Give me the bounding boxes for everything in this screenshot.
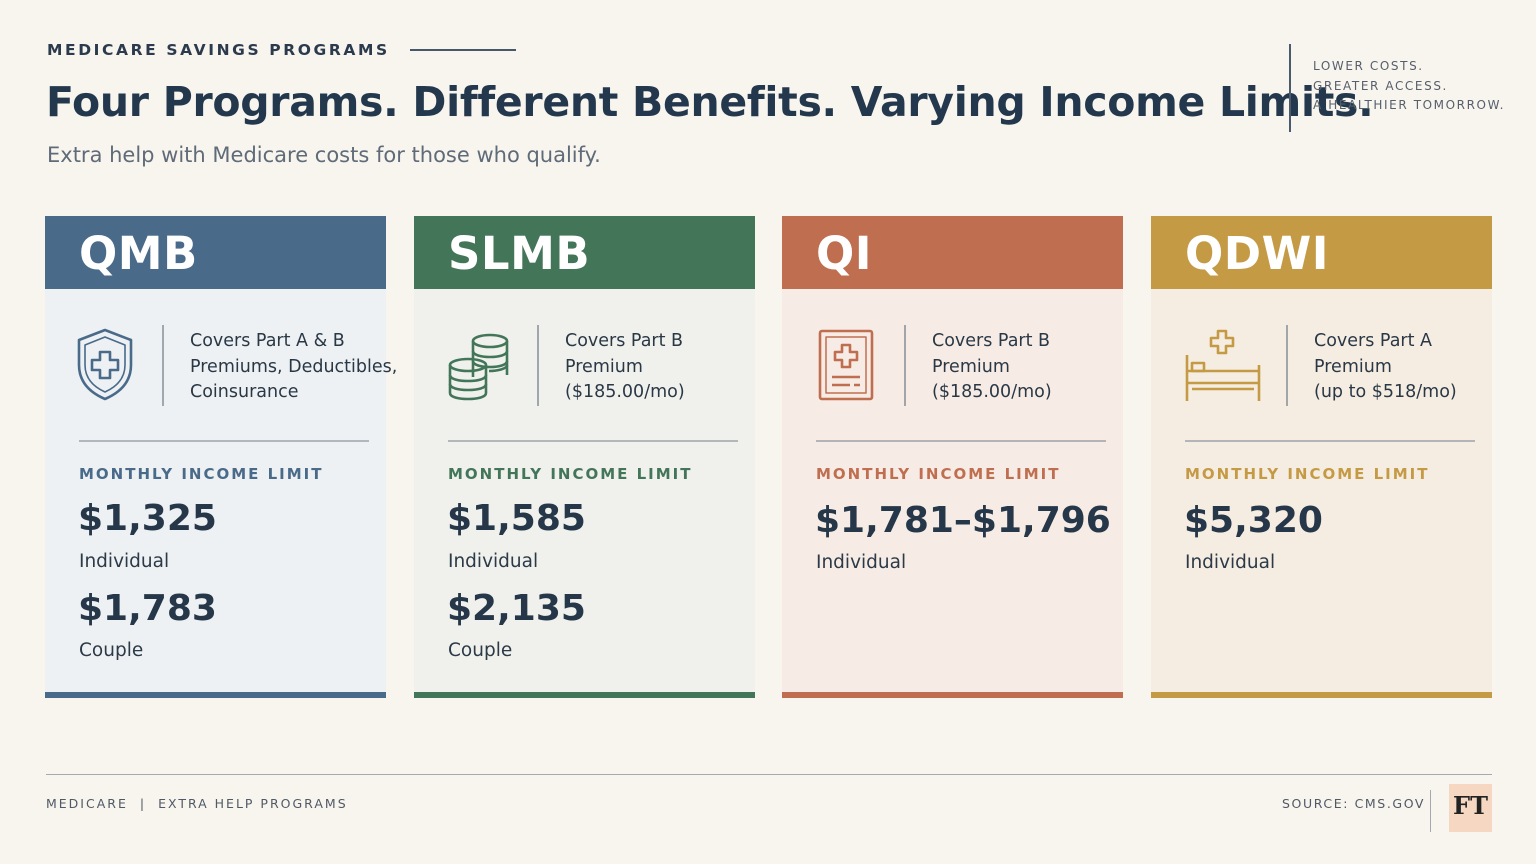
shield-plus-icon	[75, 327, 143, 403]
card-body: Covers Part B Premium ($185.00/mo) MONTH…	[414, 289, 755, 692]
tagline-block: LOWER COSTS. GREATER ACCESS. A HEALTHIER…	[1313, 57, 1505, 116]
income-limit-label: MONTHLY INCOME LIMIT	[79, 465, 324, 483]
coverage-line-3: Coinsurance	[190, 382, 299, 402]
card-header: SLMB	[414, 216, 755, 289]
income-limit-type: Individual	[79, 551, 170, 572]
coverage-line-1: Covers Part A	[1314, 331, 1433, 351]
program-name: QI	[816, 227, 872, 280]
eyebrow-rule	[409, 49, 516, 51]
income-limit-amount: $2,135	[447, 588, 586, 629]
program-name: QMB	[79, 227, 198, 280]
card-divider-vertical	[904, 325, 906, 406]
page-title: Four Programs. Different Benefits. Varyi…	[46, 78, 1374, 126]
tagline-1: LOWER COSTS.	[1313, 59, 1424, 73]
coverage-line-1: Covers Part B	[932, 331, 1051, 351]
footer-vertical-divider	[1430, 790, 1431, 832]
card-divider-horizontal	[79, 440, 369, 442]
footer-separator: |	[139, 796, 147, 811]
coverage-text: Covers Part B Premium ($185.00/mo)	[932, 329, 1052, 406]
coverage-line-1: Covers Part A & B	[190, 331, 345, 351]
hospital-bed-icon	[1183, 327, 1261, 403]
card-body: Covers Part A & B Premiums, Deductibles,…	[45, 289, 397, 692]
income-limit-type: Individual	[816, 552, 907, 573]
coverage-line-2: Premium	[565, 356, 643, 377]
income-limit-type: Individual	[448, 551, 539, 572]
card-body: Covers Part B Premium ($185.00/mo) MONTH…	[782, 289, 1123, 692]
card-footer-bar	[1151, 692, 1492, 698]
tagline-3: A HEALTHIER TOMORROW.	[1313, 98, 1506, 112]
card-header: QDWI	[1151, 216, 1492, 289]
card-divider-horizontal	[816, 440, 1106, 442]
tagline-2: GREATER ACCESS.	[1313, 78, 1448, 93]
coverage-line-3: (up to $518/mo)	[1314, 382, 1457, 402]
income-limit-amount: $5,320	[1184, 500, 1323, 541]
program-name: QDWI	[1185, 227, 1329, 280]
coverage-line-3: ($185.00/mo)	[932, 382, 1052, 402]
program-card-qi: QI Covers Part B Premium ($185.00/mo) MO…	[782, 216, 1123, 698]
footer-secondary: EXTRA HELP PROGRAMS	[158, 796, 348, 811]
card-header: QI	[782, 216, 1123, 289]
card-footer-bar	[414, 692, 755, 698]
source-credit: SOURCE: CMS.GOV	[1282, 796, 1426, 811]
eyebrow-text: MEDICARE SAVINGS PROGRAMS	[47, 41, 390, 59]
card-divider-vertical	[537, 325, 539, 406]
coverage-text: Covers Part A Premium (up to $518/mo)	[1314, 329, 1457, 406]
coverage-line-2: Premium	[932, 356, 1010, 377]
program-card-qmb: QMB Covers Part A & B Premiums, Deductib…	[45, 216, 397, 698]
income-limit-amount: $1,325	[78, 498, 217, 539]
ft-logo: FT	[1449, 784, 1492, 832]
income-limit-amount: $1,585	[447, 498, 586, 539]
income-limit-label: MONTHLY INCOME LIMIT	[448, 465, 693, 483]
program-card-slmb: SLMB Covers Part B Premium ($185.00/mo) …	[414, 216, 755, 698]
coverage-line-2: Premium	[1314, 356, 1392, 377]
program-name: SLMB	[448, 227, 591, 280]
page-subtitle: Extra help with Medicare costs for those…	[47, 143, 601, 167]
footer-label: MEDICARE | EXTRA HELP PROGRAMS	[46, 796, 348, 811]
eyebrow-header: MEDICARE SAVINGS PROGRAMS	[47, 41, 516, 59]
card-body: Covers Part A Premium (up to $518/mo) MO…	[1151, 289, 1492, 692]
coins-stack-icon	[446, 327, 514, 403]
coverage-text: Covers Part A & B Premiums, Deductibles,…	[190, 329, 397, 406]
footer-primary: MEDICARE	[46, 796, 128, 811]
coverage-line-3: ($185.00/mo)	[565, 382, 685, 402]
card-divider-vertical	[162, 325, 164, 406]
card-header: QMB	[45, 216, 386, 289]
footer-divider	[46, 774, 1492, 775]
income-limit-type: Couple	[79, 640, 144, 661]
coverage-line-2: Premiums, Deductibles,	[190, 356, 398, 377]
income-limit-amount: $1,781–$1,796	[815, 500, 1111, 541]
income-limit-amount: $1,783	[78, 588, 217, 629]
income-limit-type: Couple	[448, 640, 513, 661]
tagline-divider	[1289, 44, 1291, 132]
program-card-qdwi: QDWI Covers Part A Premium (up to $518/m…	[1151, 216, 1492, 698]
card-footer-bar	[782, 692, 1123, 698]
card-divider-horizontal	[1185, 440, 1475, 442]
card-divider-vertical	[1286, 325, 1288, 406]
income-limit-label: MONTHLY INCOME LIMIT	[816, 465, 1061, 483]
income-limit-label: MONTHLY INCOME LIMIT	[1185, 465, 1430, 483]
income-limit-type: Individual	[1185, 552, 1276, 573]
card-divider-horizontal	[448, 440, 738, 442]
coverage-text: Covers Part B Premium ($185.00/mo)	[565, 329, 685, 406]
card-footer-bar	[45, 692, 386, 698]
coverage-line-1: Covers Part B	[565, 331, 684, 351]
medical-document-icon	[818, 327, 886, 403]
